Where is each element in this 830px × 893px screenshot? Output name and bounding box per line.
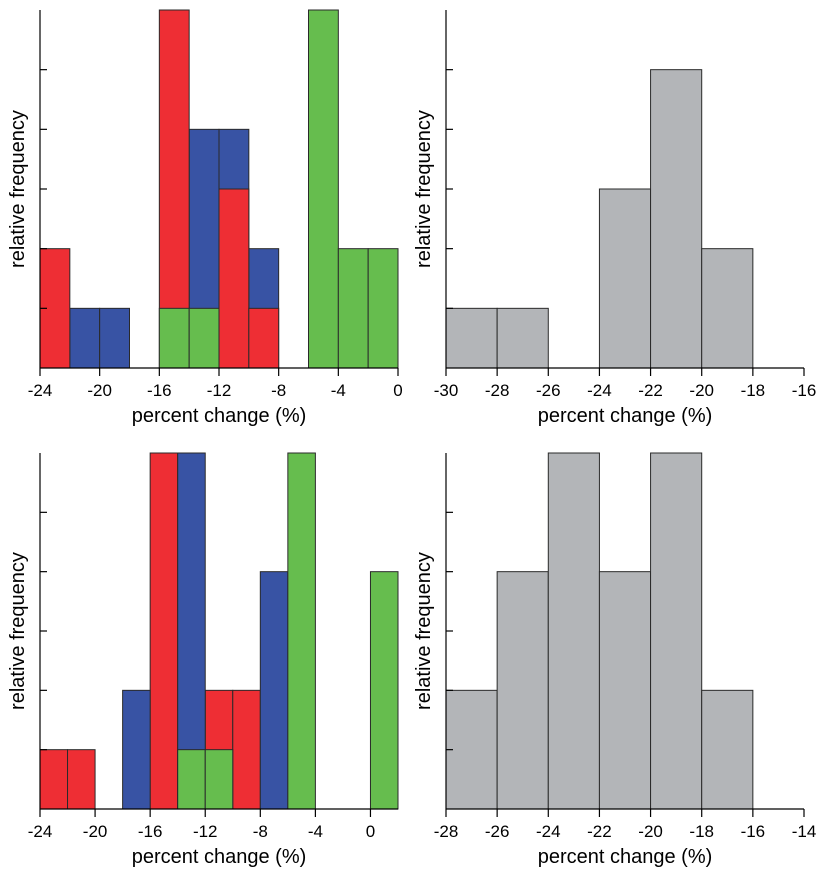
bar-green--14	[177, 749, 206, 810]
bar-red--10	[232, 689, 261, 810]
x-tick-label: -20	[83, 822, 108, 841]
y-axis-title: relative frequency	[7, 552, 29, 710]
bar-all--28	[496, 307, 549, 369]
bar-blue--8	[259, 571, 289, 810]
bar-red--24	[39, 749, 69, 810]
bar-all--24	[598, 188, 652, 369]
x-tick-label: -20	[87, 381, 112, 400]
chart-panel-bottom-right: -28 -26 -24 -22 -20 -18 -16 -14 percent change (…	[413, 452, 817, 868]
x-tick-label: -16	[741, 822, 766, 841]
x-tick-label: -16	[147, 381, 172, 400]
x-tick-label: -4	[308, 822, 323, 841]
x-tick-label: -22	[587, 822, 612, 841]
x-axis-title: percent change (%)	[132, 846, 307, 868]
x-tick-label: -8	[253, 822, 268, 841]
bar-red--12	[218, 188, 250, 369]
y-axis-title: relative frequency	[413, 552, 435, 710]
bar-green--6	[308, 9, 339, 369]
bar-all--18	[701, 689, 754, 810]
chart-panel-top-left: -24 -20 -16 -12 -8 -4 0 percent change (%) relat…	[7, 9, 403, 427]
x-axis-title: percent change (%)	[538, 405, 713, 427]
bar-red--22	[67, 749, 96, 810]
x-tick-label: 0	[366, 822, 375, 841]
bar-blue--20	[99, 307, 130, 369]
x-tick-label: -20	[638, 822, 663, 841]
bar-green--4	[337, 248, 369, 369]
y-axis-title: relative frequency	[7, 110, 29, 268]
x-tick-label: -28	[485, 381, 510, 400]
bar-all--28	[445, 689, 498, 810]
bar-red--16	[149, 452, 179, 810]
bar-all--30	[445, 307, 498, 369]
x-tick-label: 0	[393, 381, 402, 400]
bar-all--20	[650, 452, 703, 810]
bar-green--14	[188, 307, 220, 369]
x-tick-label: -8	[271, 381, 286, 400]
chart-panel-top-right: -30 -28 -26 -24 -22 -20 -18 -16 percent change (…	[413, 10, 816, 427]
bar-red--10	[248, 307, 280, 369]
x-tick-label: -12	[193, 822, 218, 841]
x-tick-label: -26	[485, 822, 510, 841]
bar-all--20	[701, 248, 754, 369]
x-tick-label: -18	[741, 381, 766, 400]
bar-all--22	[598, 571, 652, 810]
x-axis-title: percent change (%)	[538, 846, 713, 868]
x-axis-title: percent change (%)	[132, 405, 307, 427]
chart-panel-bottom-left: -24 -20 -16 -12 -8 -4 0 percent change (%) relat…	[7, 452, 399, 868]
x-tick-label: -14	[792, 822, 817, 841]
x-tick-label: -22	[638, 381, 663, 400]
x-tick-label: -20	[689, 381, 714, 400]
bar-green--12	[204, 749, 234, 810]
bar-green-0	[369, 571, 399, 810]
x-tick-label: -30	[434, 381, 459, 400]
x-tick-label: -24	[587, 381, 612, 400]
x-tick-label: -18	[689, 822, 714, 841]
x-tick-label: -16	[138, 822, 163, 841]
bar-all--22	[650, 69, 703, 369]
bar-blue--18	[122, 689, 151, 810]
x-tick-label: -26	[536, 381, 561, 400]
y-axis-title: relative frequency	[413, 110, 435, 268]
bar-green--6	[287, 452, 316, 810]
bar-green--2	[367, 248, 399, 369]
bar-green--16	[158, 307, 190, 369]
x-tick-label: -4	[331, 381, 346, 400]
x-tick-label: -24	[536, 822, 561, 841]
x-tick-label: -24	[28, 381, 53, 400]
bar-all--24	[547, 452, 600, 810]
bar-all--26	[496, 571, 549, 810]
x-tick-label: -16	[792, 381, 817, 400]
x-tick-label: -24	[28, 822, 53, 841]
x-tick-label: -28	[434, 822, 459, 841]
x-tick-label: -12	[207, 381, 232, 400]
bar-blue--22	[69, 307, 101, 369]
